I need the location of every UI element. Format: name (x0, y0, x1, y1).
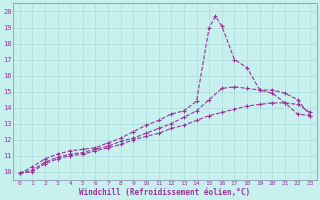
X-axis label: Windchill (Refroidissement éolien,°C): Windchill (Refroidissement éolien,°C) (79, 188, 251, 197)
